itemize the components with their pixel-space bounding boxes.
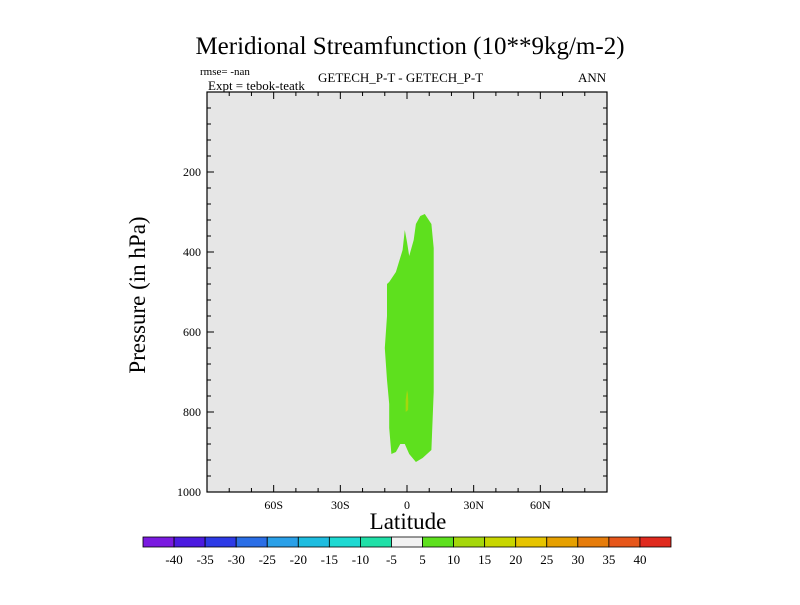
- colorbar-swatch: [453, 536, 486, 548]
- x-tick-label: 0: [404, 498, 410, 512]
- colorbar-label: 20: [509, 552, 522, 567]
- x-tick-label: 60N: [530, 498, 551, 512]
- colorbar-label: -5: [386, 552, 397, 567]
- colorbar-label: -15: [321, 552, 338, 567]
- x-axis-label: Latitude: [370, 509, 447, 534]
- colorbar-swatch: [577, 536, 610, 548]
- colorbar-swatch: [391, 536, 423, 548]
- colorbar-swatch: [266, 536, 299, 548]
- contour-region-1: [384, 214, 434, 462]
- colorbar-label: 30: [571, 552, 584, 567]
- colorbar-swatch: [422, 536, 454, 548]
- colorbar-swatch: [142, 536, 175, 548]
- colorbar-swatch: [546, 536, 579, 548]
- x-tick-label: 30S: [331, 498, 350, 512]
- colorbar-label: -30: [228, 552, 245, 567]
- colorbar-label: 5: [419, 552, 426, 567]
- colorbar: -40 -35 -30 -25 -20 -15 -10 -5 5 10 15 20 25 30 35 40: [142, 536, 672, 567]
- colorbar-label: -40: [165, 552, 182, 567]
- season-label: ANN: [578, 70, 607, 85]
- y-tick-label: 200: [183, 165, 201, 179]
- colorbar-label: -20: [290, 552, 307, 567]
- colorbar-swatch: [297, 536, 330, 548]
- colorbar-label: -35: [196, 552, 213, 567]
- colorbar-swatch: [360, 536, 392, 548]
- colorbar-swatch: [515, 536, 548, 548]
- x-tick-label: 30N: [463, 498, 484, 512]
- contour-region-2: [405, 390, 409, 412]
- colorbar-swatch: [235, 536, 268, 548]
- chart-title: Meridional Streamfunction (10**9kg/m-2): [195, 33, 624, 60]
- axes: 60S 30S 0 30N 60N 200 400 600 800 1000: [177, 91, 608, 512]
- colorbar-swatch: [608, 536, 641, 548]
- colorbar-swatch: [639, 536, 672, 548]
- colorbar-label: 10: [447, 552, 460, 567]
- y-tick-label: 800: [183, 405, 201, 419]
- colorbar-label: 15: [478, 552, 491, 567]
- rmse-label: rmse= -nan: [200, 66, 250, 78]
- colorbar-label: -10: [352, 552, 369, 567]
- colorbar-swatch: [204, 536, 237, 548]
- colorbar-swatch: [328, 536, 361, 548]
- colorbar-swatch: [484, 536, 517, 548]
- experiment-label: Expt = tebok-teatk: [208, 78, 305, 93]
- colorbar-label: -25: [259, 552, 276, 567]
- colorbar-label: 35: [602, 552, 615, 567]
- colorbar-swatch: [173, 536, 206, 548]
- plot-area: [207, 92, 607, 492]
- y-tick-label: 400: [183, 245, 201, 259]
- colorbar-label: 25: [540, 552, 553, 567]
- colorbar-label: 40: [633, 552, 646, 567]
- x-tick-label: 60S: [264, 498, 283, 512]
- y-axis-label: Pressure (in hPa): [125, 216, 150, 373]
- dataset-label: GETECH_P-T - GETECH_P-T: [318, 70, 483, 85]
- y-tick-label: 1000: [177, 485, 201, 499]
- y-tick-label: 600: [183, 325, 201, 339]
